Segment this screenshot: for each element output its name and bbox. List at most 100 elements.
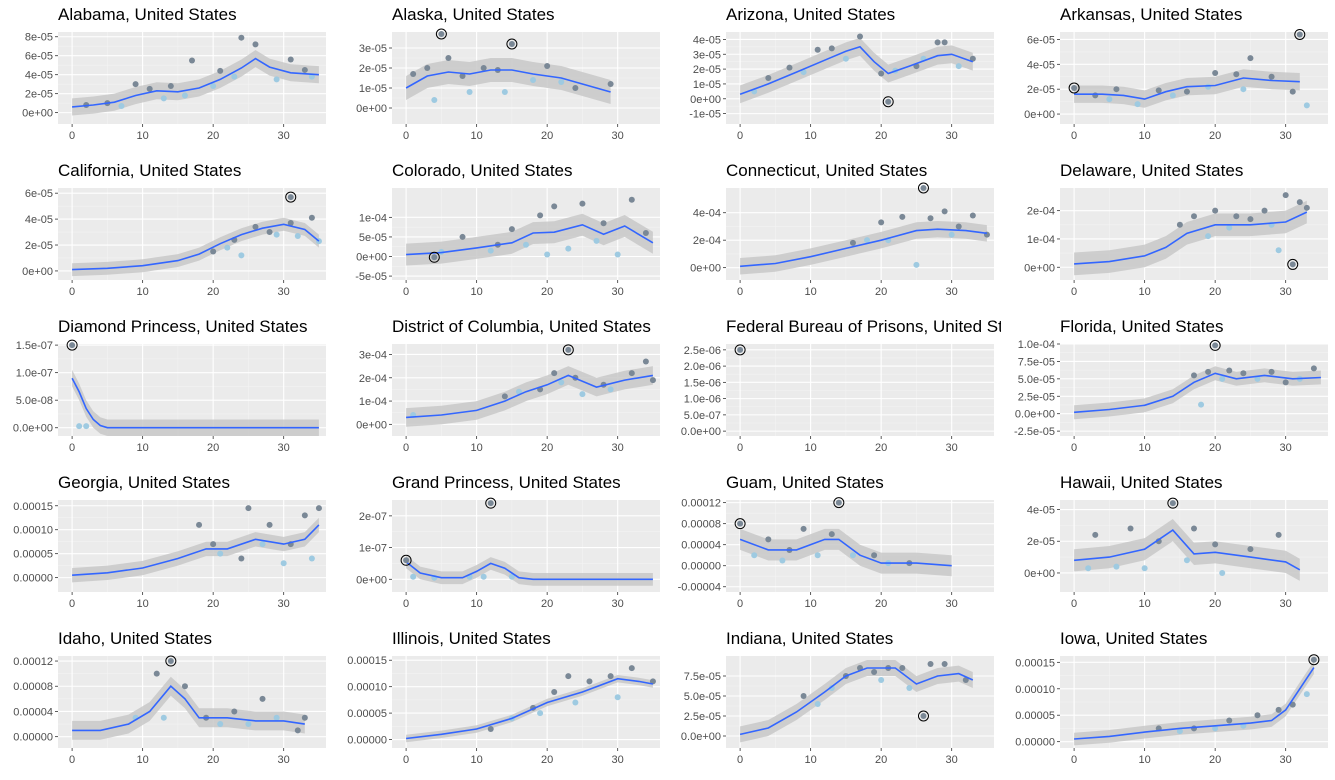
data-point-light [814, 701, 821, 707]
outlier-ring [285, 191, 297, 203]
data-point-light [913, 261, 920, 268]
y-tick-label: 2e-05 [25, 240, 53, 252]
data-point-dark [231, 708, 238, 715]
data-point-dark [871, 669, 878, 675]
data-point-light [487, 247, 494, 254]
plot-background [726, 344, 994, 436]
data-point-light [572, 699, 579, 706]
facet-panel: California, United States 0 10 20 30 0e+00 2e-… [0, 156, 333, 312]
smooth-line [1074, 667, 1315, 740]
y-tick-label: 6e-05 [25, 51, 53, 63]
y-tick-label: 1e-05 [693, 79, 721, 91]
facet-panel: Hawaii, United States 0 10 20 30 0e+00 2e-05 4e… [1002, 468, 1335, 624]
facet-title: Connecticut, United States [726, 161, 928, 180]
confidence-ribbon [72, 217, 319, 277]
x-tick-label: 20 [207, 442, 219, 454]
data-point-light [501, 89, 508, 95]
data-point-dark [196, 521, 203, 528]
outlier-point [835, 499, 842, 506]
y-tick-label: -2.5e-05 [1014, 426, 1055, 438]
facet-chart: 0 10 20 30 -1e-05 0e+00 1e-05 2e-05 3e-05 4e-05 [689, 32, 994, 142]
data-point-light [530, 77, 537, 83]
y-tick-label: 0e+00 [356, 574, 387, 586]
data-point-dark [132, 81, 139, 88]
y-tick-label: 8e-05 [25, 32, 53, 44]
x-tick-label: 20 [541, 442, 553, 454]
x-tick-label: 20 [1209, 598, 1221, 610]
y-tick-label: 3e-05 [693, 49, 721, 61]
facet-chart: 0 10 20 30 0e+00 2e-04 4e-04 [690, 182, 994, 298]
data-point-dark [814, 46, 821, 53]
data-point-light [955, 63, 962, 70]
smooth-line [405, 69, 611, 93]
x-tick-label: 0 [737, 754, 743, 766]
data-point-light [1205, 233, 1212, 240]
x-tick-label: 30 [278, 130, 290, 142]
y-tick-label: 2e-07 [359, 511, 387, 523]
data-point-dark [828, 45, 835, 52]
y-tick-label: 4e-05 [693, 34, 721, 46]
outlier-point [1296, 31, 1303, 38]
x-tick-label: 10 [471, 286, 483, 298]
confidence-ribbon [406, 213, 653, 266]
y-tick-label: 0e+00 [1024, 109, 1055, 121]
data-point-dark [934, 39, 941, 46]
data-point-light [273, 76, 280, 83]
y-tick-label: 0.00004 [13, 706, 53, 718]
facet-panel: Connecticut, United States 0 10 20 30 0e+00 2e… [668, 156, 1001, 312]
data-point-dark [1212, 207, 1219, 214]
data-point-dark [899, 213, 906, 220]
facet-chart: 0 10 20 30 -0.00004 0.00000 0.00004 0.00008 0.00… [678, 497, 994, 610]
facet-title: Federal Bureau of Prisons, United States [726, 317, 1001, 336]
y-tick-label: 2e-04 [1027, 206, 1055, 218]
y-tick-label: 0e+00 [690, 94, 721, 106]
x-tick-label: 30 [278, 598, 290, 610]
data-point-dark [786, 64, 793, 71]
data-point-light [231, 73, 238, 80]
x-tick-label: 10 [471, 754, 483, 766]
y-tick-label: 0.00000 [13, 732, 53, 744]
data-point-dark [238, 34, 245, 41]
outlier-ring [1068, 82, 1080, 94]
y-tick-label: 6e-05 [25, 188, 53, 200]
facet-chart: 0 10 20 30 0.0e+00 5.0e-08 1.0e-07 1.5e-07 [13, 339, 326, 454]
facet-panel: Grand Princess, United States 0 10 20 30 0e+0… [334, 468, 667, 624]
x-tick-label: 30 [946, 442, 958, 454]
outlier-point [920, 713, 927, 719]
data-point-dark [955, 223, 962, 230]
y-tick-label: 0.0e+00 [13, 423, 53, 435]
facet-chart: 0 10 20 30 0e+00 2e-05 4e-05 [1024, 497, 1328, 610]
data-point-dark [642, 230, 649, 237]
data-point-light [515, 388, 522, 395]
facet-panel: Colorado, United States 0 10 20 30 -5e-05 0e+0… [334, 156, 667, 312]
data-point-dark [1261, 207, 1268, 214]
data-point-dark [849, 239, 856, 246]
y-tick-label: 0e+00 [22, 108, 53, 120]
outlier-ring [400, 554, 412, 566]
x-tick-label: 10 [137, 598, 149, 610]
outlier-point [287, 194, 294, 201]
x-tick-label: 0 [1071, 286, 1077, 298]
outlier-ring [1287, 258, 1299, 270]
facet-panel: Illinois, United States 0 10 20 30 0.00000 0.0… [334, 624, 667, 780]
x-tick-label: 30 [612, 754, 624, 766]
facet-chart: 0 10 20 30 0.00000 0.00004 0.00008 0.00012 [13, 655, 326, 766]
y-tick-label: -5e-05 [355, 271, 387, 283]
data-point-light [565, 245, 572, 252]
plot-background [1060, 344, 1328, 436]
data-point-dark [410, 71, 417, 77]
y-tick-label: 2.0e-06 [684, 361, 721, 373]
data-point-dark [1282, 379, 1289, 386]
x-tick-label: 10 [1139, 286, 1151, 298]
x-tick-label: 10 [137, 130, 149, 142]
data-point-dark [600, 220, 607, 227]
y-tick-label: 2e-04 [693, 235, 721, 247]
data-point-light [1275, 247, 1282, 254]
data-point-dark [1247, 55, 1254, 62]
smooth-line [740, 228, 988, 268]
smooth-line [1074, 372, 1321, 414]
y-tick-label: 4e-04 [693, 208, 721, 220]
data-point-light [238, 252, 245, 259]
y-tick-label: 2.5e-06 [684, 345, 721, 357]
data-point-dark [642, 358, 649, 365]
